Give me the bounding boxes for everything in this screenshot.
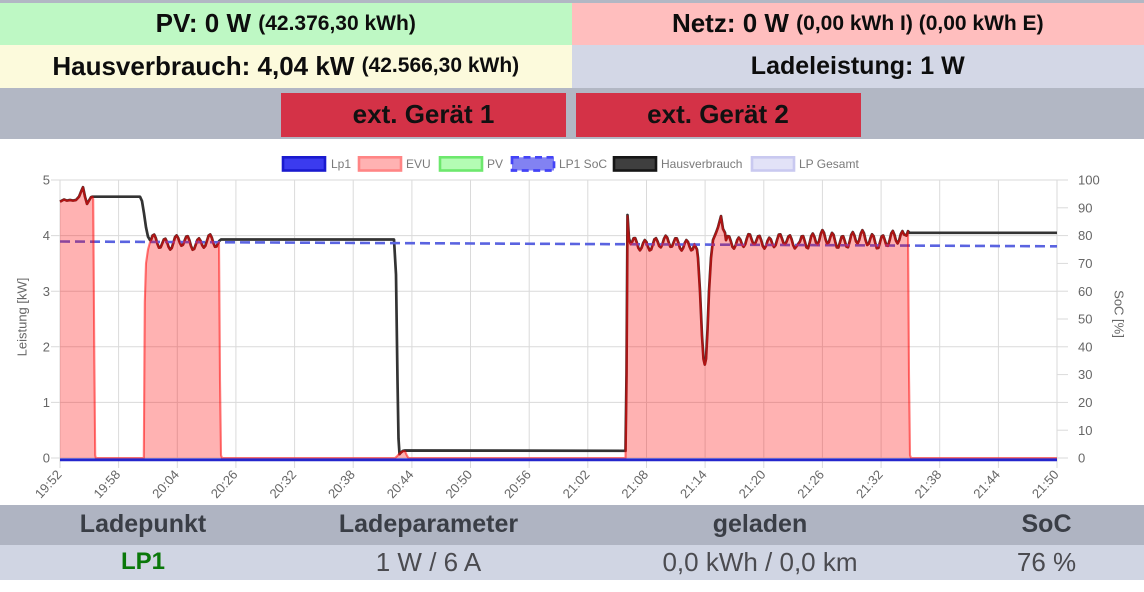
svg-text:40: 40 xyxy=(1078,339,1092,354)
svg-text:21:26: 21:26 xyxy=(794,467,827,501)
svg-text:20:04: 20:04 xyxy=(149,467,182,501)
svg-text:21:50: 21:50 xyxy=(1029,467,1062,501)
svg-text:20:32: 20:32 xyxy=(266,467,299,501)
svg-text:SoC [%]: SoC [%] xyxy=(1112,290,1127,338)
svg-text:0: 0 xyxy=(43,451,50,466)
svg-text:21:02: 21:02 xyxy=(560,467,593,501)
svg-text:Lp1: Lp1 xyxy=(331,157,351,171)
svg-text:19:52: 19:52 xyxy=(32,467,65,501)
svg-text:LP1 SoC: LP1 SoC xyxy=(559,157,607,171)
svg-text:20:38: 20:38 xyxy=(325,467,358,501)
svg-text:20:26: 20:26 xyxy=(208,467,241,501)
svg-text:1: 1 xyxy=(43,395,50,410)
svg-text:20:50: 20:50 xyxy=(442,467,475,501)
svg-text:LP Gesamt: LP Gesamt xyxy=(799,157,859,171)
svg-text:Hausverbrauch: Hausverbrauch xyxy=(661,157,742,171)
svg-text:21:14: 21:14 xyxy=(677,467,710,501)
svg-text:3: 3 xyxy=(43,284,50,299)
svg-text:50: 50 xyxy=(1078,312,1092,327)
svg-text:2: 2 xyxy=(43,339,50,354)
svg-text:21:32: 21:32 xyxy=(853,467,886,501)
svg-text:60: 60 xyxy=(1078,284,1092,299)
svg-text:90: 90 xyxy=(1078,200,1092,215)
svg-text:EVU: EVU xyxy=(406,157,431,171)
svg-text:10: 10 xyxy=(1078,423,1092,438)
svg-text:21:44: 21:44 xyxy=(970,467,1003,501)
svg-text:21:08: 21:08 xyxy=(618,467,651,501)
svg-text:PV: PV xyxy=(487,157,503,171)
svg-text:21:20: 21:20 xyxy=(736,467,769,501)
svg-text:5: 5 xyxy=(43,173,50,188)
svg-text:20: 20 xyxy=(1078,395,1092,410)
svg-text:30: 30 xyxy=(1078,367,1092,382)
svg-text:19:58: 19:58 xyxy=(90,467,123,501)
svg-text:4: 4 xyxy=(43,228,50,243)
svg-text:70: 70 xyxy=(1078,256,1092,271)
svg-text:20:56: 20:56 xyxy=(501,467,534,501)
svg-text:100: 100 xyxy=(1078,173,1100,188)
svg-text:Leistung [kW]: Leistung [kW] xyxy=(15,278,30,357)
svg-text:80: 80 xyxy=(1078,228,1092,243)
svg-text:21:38: 21:38 xyxy=(912,467,945,501)
svg-text:20:44: 20:44 xyxy=(384,467,417,501)
svg-text:0: 0 xyxy=(1078,451,1085,466)
